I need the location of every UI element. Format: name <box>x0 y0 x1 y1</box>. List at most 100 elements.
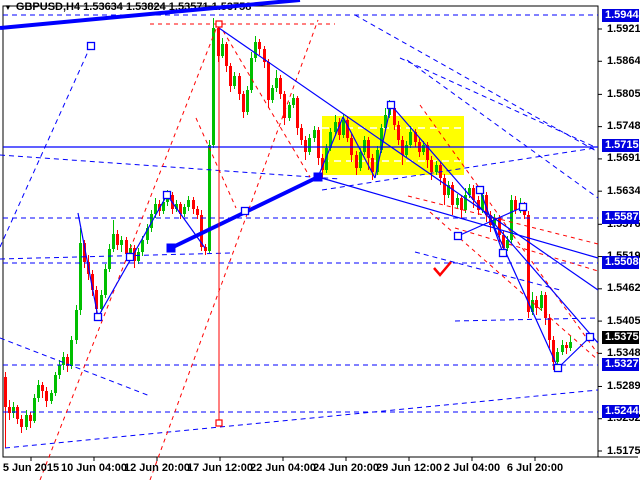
candle-bear <box>565 345 568 348</box>
candle-bull <box>50 393 53 401</box>
candle-bear <box>548 318 551 340</box>
object-handle-hollow[interactable] <box>86 41 96 51</box>
thick-thick-trendline-upper[interactable] <box>0 0 301 30</box>
dashed-peak-falling[interactable] <box>218 23 311 178</box>
candle-bull <box>275 78 278 88</box>
candle-bear <box>300 128 303 140</box>
object-handle-hollow[interactable] <box>125 252 135 262</box>
dashed-shallow-falling-b[interactable] <box>454 227 599 272</box>
candle-bear <box>116 234 119 245</box>
dashed-left-down-segment[interactable] <box>0 337 151 397</box>
dashed-peak-falling-short[interactable] <box>195 117 237 209</box>
vline-handle[interactable] <box>215 20 223 28</box>
dashed-rising-channel-left[interactable] <box>39 23 219 480</box>
candle-bull <box>129 248 132 254</box>
candle-bear <box>83 243 86 262</box>
object-handle-hollow[interactable] <box>162 190 172 200</box>
candle-bear <box>544 295 547 318</box>
line-final-drop[interactable] <box>491 221 559 369</box>
candle-bear <box>91 274 94 290</box>
candle-bull <box>342 120 345 135</box>
candle-bear <box>443 178 446 195</box>
candle-bear <box>133 248 136 261</box>
dashed-short-level-right[interactable] <box>454 317 599 322</box>
candle-bull <box>100 295 103 309</box>
candle-bear <box>196 209 199 215</box>
candle-bear <box>66 357 69 366</box>
candle-bear <box>20 419 23 427</box>
candle-bull <box>137 252 140 261</box>
object-handle-hollow[interactable] <box>518 202 528 212</box>
candle-bull <box>162 202 165 211</box>
line-zigzag-c[interactable] <box>374 104 392 179</box>
candle-bear <box>371 158 374 172</box>
line-triangle-x2[interactable] <box>479 189 504 254</box>
candle-bear <box>514 200 517 210</box>
candle-bull <box>456 198 459 205</box>
dashed-channel-down-1[interactable] <box>354 14 599 153</box>
symbol-dropdown-icon[interactable]: ▼ <box>4 2 12 12</box>
candle-bull <box>464 195 467 210</box>
line-wave-up-1[interactable] <box>77 212 99 318</box>
object-handle-hollow[interactable] <box>475 185 485 195</box>
check-arrow-symbol[interactable] <box>433 261 452 277</box>
candle-bull <box>540 295 543 308</box>
object-handle-hollow[interactable] <box>585 332 595 342</box>
candle-bull <box>405 145 408 155</box>
candle-bear <box>552 340 555 362</box>
candle-bull <box>510 200 513 240</box>
candle-bull <box>120 240 123 245</box>
candle-bear <box>125 240 128 254</box>
dashed-rising-channel-right[interactable] <box>149 19 319 480</box>
candle-bull <box>561 345 564 352</box>
candle-bear <box>242 94 245 112</box>
object-handle-filled[interactable] <box>166 243 176 253</box>
candle-bear <box>317 130 320 158</box>
line-impulse-down[interactable] <box>390 104 599 344</box>
line-final-bounce[interactable] <box>557 336 591 369</box>
vline-handle[interactable] <box>215 419 223 427</box>
candle-bull <box>212 28 215 145</box>
candle-bear <box>95 290 98 309</box>
candle-bear <box>238 76 241 94</box>
candle-bull <box>221 44 224 56</box>
dashed-falling-channel-b[interactable] <box>429 211 599 361</box>
object-handle-hollow[interactable] <box>453 231 463 241</box>
candle-bull <box>506 240 509 248</box>
candle-bear <box>485 195 488 215</box>
candle-bull <box>70 340 73 366</box>
dashed-long-flat-line[interactable] <box>0 154 341 180</box>
object-handle-hollow[interactable] <box>553 363 563 373</box>
candle-bear <box>41 385 44 391</box>
object-handle-hollow[interactable] <box>93 312 103 322</box>
object-handle-filled[interactable] <box>313 172 323 182</box>
dashed-wedge-up-right[interactable] <box>321 147 596 191</box>
candle-bull <box>108 249 111 269</box>
object-handle-hollow[interactable] <box>386 100 396 110</box>
line-fan-line[interactable] <box>317 176 599 259</box>
dashed-bottom-support[interactable] <box>4 389 599 449</box>
dashed-short-level-left[interactable] <box>0 252 231 260</box>
candle-bull <box>447 185 450 195</box>
object-handle-hollow[interactable] <box>240 206 250 216</box>
line-triangle-x1[interactable] <box>457 206 524 237</box>
candle-bear <box>8 407 11 413</box>
line-downtrend-from-peak[interactable] <box>218 27 599 291</box>
candle-bull <box>175 204 178 209</box>
candle-bull <box>79 243 82 310</box>
candle-bull <box>12 407 15 413</box>
dashed-steep-projection[interactable] <box>0 44 92 248</box>
object-handle-hollow[interactable] <box>498 248 508 258</box>
dashed-shallow-falling-a[interactable] <box>407 195 599 245</box>
candle-bull <box>468 188 471 195</box>
candle-bull <box>556 352 559 362</box>
dashed-mid-down-segment[interactable] <box>414 251 561 291</box>
dashed-channel-down-3[interactable] <box>406 59 599 199</box>
candle-bull <box>271 88 274 100</box>
line-zigzag-b[interactable] <box>342 116 376 179</box>
candle-bull <box>54 375 57 393</box>
line-zigzag-a[interactable] <box>317 116 344 178</box>
line-wave-down-3[interactable] <box>166 194 206 249</box>
candle-bear <box>430 160 433 172</box>
